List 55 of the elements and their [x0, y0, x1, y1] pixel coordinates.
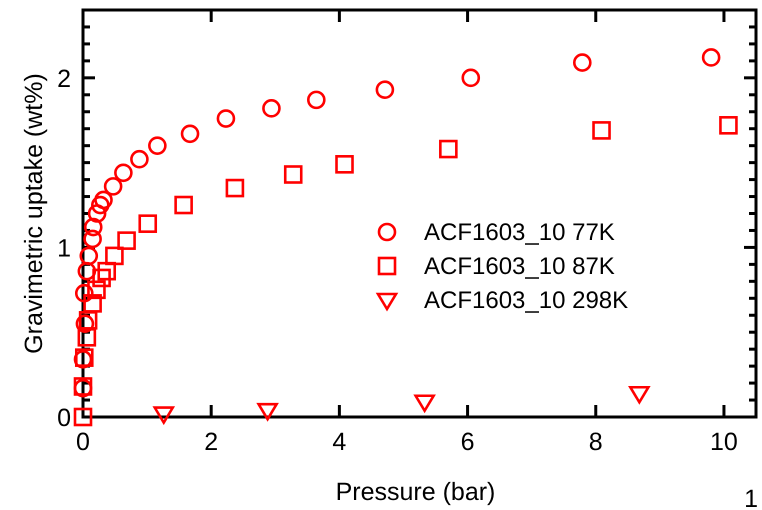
point [117, 231, 136, 250]
point [262, 99, 281, 118]
point [83, 294, 102, 313]
point [76, 314, 94, 334]
point [719, 116, 738, 135]
point [79, 246, 98, 266]
point [104, 177, 122, 196]
point [439, 140, 458, 158]
point [307, 90, 326, 110]
point [148, 136, 167, 155]
point [97, 262, 116, 280]
point [74, 284, 94, 303]
point [414, 394, 435, 412]
text: 1 [744, 485, 758, 510]
y-tick-label: 0 [57, 404, 71, 432]
point [702, 48, 720, 67]
point [174, 196, 193, 214]
x-tick-label: 6 [460, 428, 475, 456]
x-tick-label: 0 [76, 428, 90, 456]
point [91, 196, 110, 214]
legend-label: ACF1603_10 77K [424, 219, 615, 246]
point [629, 386, 650, 404]
point [376, 80, 394, 100]
legend-label: ACF1603_10 298K [424, 287, 628, 314]
point [78, 328, 96, 347]
point [138, 214, 158, 233]
x-axis-title: Pressure (bar) [336, 478, 496, 506]
point [284, 165, 303, 184]
point [84, 218, 103, 236]
point [153, 406, 174, 424]
point [92, 268, 111, 288]
point [83, 230, 102, 248]
point [78, 311, 98, 330]
point [74, 408, 92, 426]
point [78, 262, 96, 280]
x-tick-label: 8 [588, 428, 603, 456]
x-tick-label: 10 [710, 428, 738, 456]
x-tick-label: 4 [332, 428, 346, 456]
point [335, 155, 354, 174]
point [130, 150, 149, 169]
point [87, 280, 106, 300]
point [226, 178, 244, 198]
point [257, 402, 278, 421]
x-tick-label: 2 [204, 428, 218, 456]
point [114, 164, 133, 182]
y-tick-label: 1 [57, 234, 71, 262]
point [216, 109, 236, 128]
legend-label: ACF1603_10 87K [424, 253, 615, 280]
point [461, 68, 480, 88]
point [105, 246, 124, 266]
point [180, 124, 200, 144]
y-tick-label: 2 [57, 64, 71, 93]
point [573, 53, 592, 72]
point [592, 121, 611, 140]
y-axis-title: Gravimetric uptake (wt%) [20, 73, 48, 354]
